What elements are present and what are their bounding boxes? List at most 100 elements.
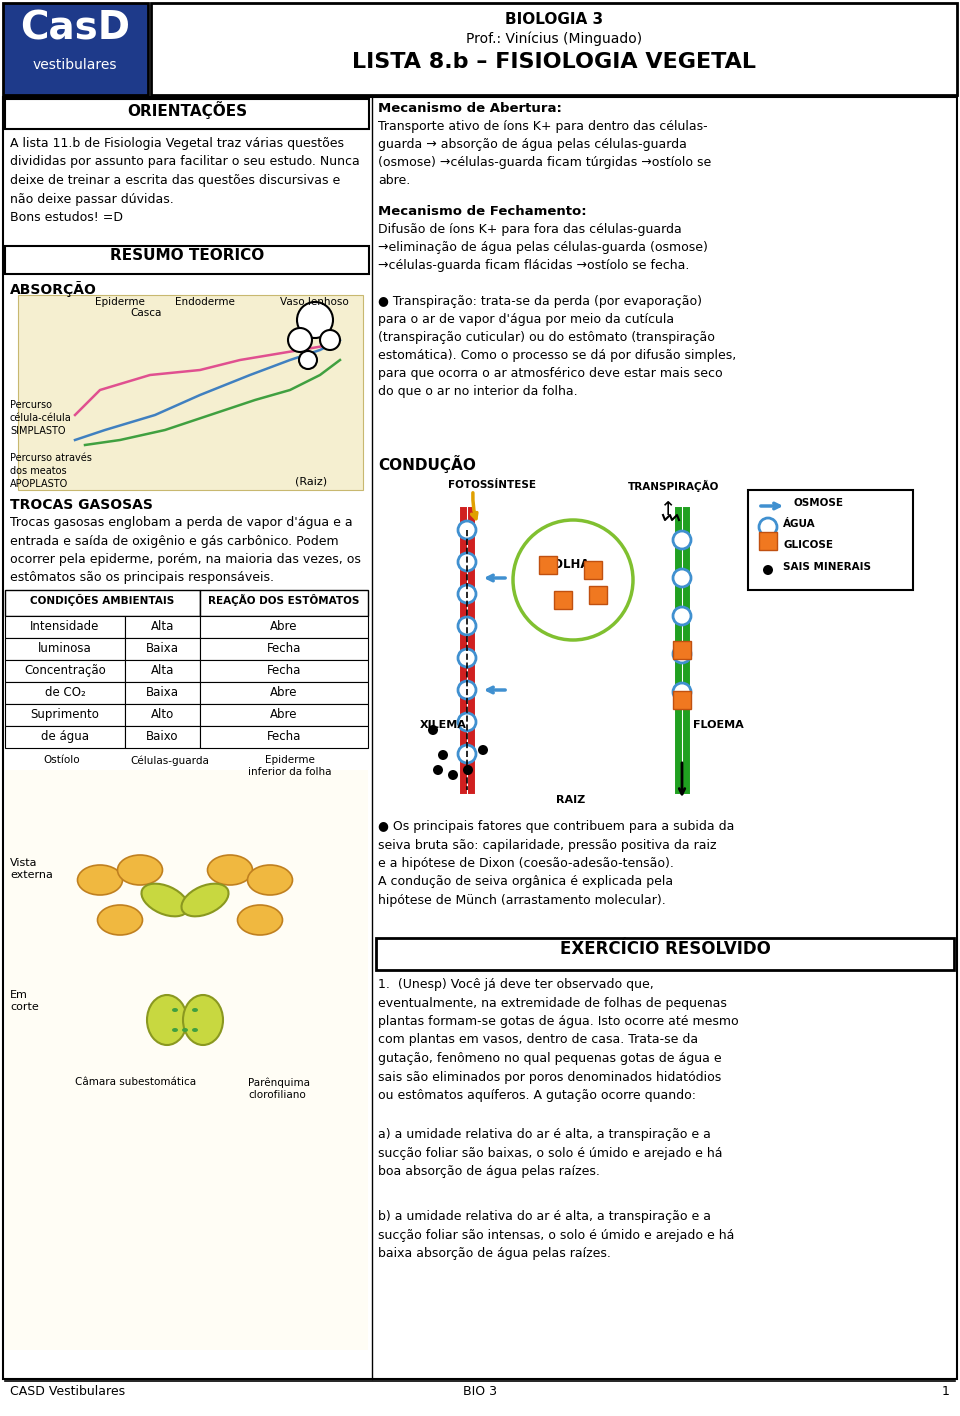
Circle shape [673, 569, 691, 588]
Text: Abre: Abre [271, 620, 298, 633]
Circle shape [428, 725, 438, 735]
Text: Transporte ativo de íons K+ para dentro das células-
guarda → absorção de água p: Transporte ativo de íons K+ para dentro … [378, 120, 711, 187]
Text: Baixa: Baixa [146, 641, 179, 656]
Bar [5, 616, 125, 639]
Text: OSMOSE: OSMOSE [793, 498, 843, 508]
Circle shape [458, 649, 476, 667]
Bar [5, 683, 125, 704]
Bar [125, 660, 200, 683]
Circle shape [299, 351, 317, 370]
Bar [200, 616, 368, 639]
Bar [5, 726, 125, 748]
Text: BIOLOGIA 3: BIOLOGIA 3 [505, 11, 603, 27]
Text: ● Transpiração: trata-se da perda (por evaporação)
para o ar de vapor d'água por: ● Transpiração: trata-se da perda (por e… [378, 295, 736, 398]
Ellipse shape [248, 865, 293, 895]
Text: TRANSPIRAÇÃO: TRANSPIRAÇÃO [628, 480, 719, 493]
Ellipse shape [117, 855, 162, 885]
Text: Alta: Alta [151, 664, 174, 677]
Text: FOLHA: FOLHA [546, 558, 590, 571]
Text: Concentração: Concentração [24, 664, 106, 677]
Text: Endoderme: Endoderme [175, 297, 235, 307]
Bar [200, 704, 368, 726]
Text: RAIZ: RAIZ [556, 794, 586, 806]
Bar [759, 532, 777, 549]
Circle shape [458, 617, 476, 634]
Text: Difusão de íons K+ para fora das células-guarda
→eliminação de água pelas célula: Difusão de íons K+ para fora das células… [378, 222, 708, 272]
Text: FOTOSSÍNTESE: FOTOSSÍNTESE [448, 480, 536, 490]
Text: Baixa: Baixa [146, 685, 179, 700]
Text: GLICOSE: GLICOSE [783, 539, 833, 549]
Circle shape [513, 520, 633, 640]
Bar [125, 704, 200, 726]
Bar [125, 683, 200, 704]
Text: Parênquima
clorofiliano: Parênquima clorofiliano [248, 1078, 310, 1100]
Bar [673, 641, 691, 658]
Circle shape [433, 765, 443, 775]
Bar [200, 726, 368, 748]
Text: a) a umidade relativa do ar é alta, a transpiração e a
sucção foliar são baixas,: a) a umidade relativa do ar é alta, a tr… [378, 1129, 723, 1178]
Circle shape [438, 750, 448, 760]
Ellipse shape [147, 995, 187, 1045]
Text: Percurso através
dos meatos
APOPLASTO: Percurso através dos meatos APOPLASTO [10, 453, 92, 489]
Bar [200, 639, 368, 660]
Text: Suprimento: Suprimento [31, 708, 100, 721]
Circle shape [763, 565, 773, 575]
Ellipse shape [192, 1028, 198, 1032]
Circle shape [288, 329, 312, 353]
Bar [589, 586, 607, 605]
Bar [18, 295, 363, 490]
Text: Abre: Abre [271, 685, 298, 700]
Text: Vista
externa: Vista externa [10, 858, 53, 881]
Text: Mecanismo de Fechamento:: Mecanismo de Fechamento: [378, 205, 587, 218]
Circle shape [673, 531, 691, 549]
Circle shape [673, 683, 691, 701]
Text: Epiderme: Epiderme [95, 297, 145, 307]
Text: Trocas gasosas englobam a perda de vapor d'água e a
entrada e saída de oxigênio : Trocas gasosas englobam a perda de vapor… [10, 515, 361, 585]
Ellipse shape [78, 865, 123, 895]
Bar [5, 99, 369, 129]
Ellipse shape [98, 905, 142, 935]
Text: Fecha: Fecha [267, 731, 301, 743]
Text: luminosa: luminosa [38, 641, 92, 656]
Text: de CO₂: de CO₂ [44, 685, 85, 700]
Circle shape [759, 518, 777, 537]
Text: FLOEMA: FLOEMA [693, 719, 744, 731]
Text: SAIS MINERAIS: SAIS MINERAIS [783, 562, 871, 572]
Text: Alta: Alta [151, 620, 174, 633]
Bar [125, 639, 200, 660]
Text: Alto: Alto [151, 708, 174, 721]
Bar [5, 770, 368, 1349]
Ellipse shape [237, 905, 282, 935]
Text: Células-guarda: Células-guarda [131, 755, 209, 766]
Text: Em
corte: Em corte [10, 990, 38, 1012]
Ellipse shape [172, 1028, 178, 1032]
Ellipse shape [183, 995, 223, 1045]
Circle shape [320, 330, 340, 350]
Ellipse shape [181, 884, 228, 916]
Ellipse shape [192, 1008, 198, 1012]
Bar [584, 561, 602, 579]
Bar [125, 726, 200, 748]
Text: CASD Vestibulares: CASD Vestibulares [10, 1385, 125, 1398]
Bar [200, 683, 368, 704]
Ellipse shape [172, 1008, 178, 1012]
Circle shape [673, 607, 691, 624]
Bar [376, 937, 954, 970]
Circle shape [463, 765, 473, 775]
Bar [5, 246, 369, 275]
Circle shape [458, 714, 476, 731]
Bar [5, 660, 125, 683]
Text: Vaso lenhoso: Vaso lenhoso [280, 297, 348, 307]
Bar [673, 691, 691, 709]
Bar [151, 3, 957, 95]
Text: Câmara subestomática: Câmara subestomática [75, 1078, 196, 1087]
Bar [539, 556, 557, 573]
Text: b) a umidade relativa do ar é alta, a transpiração e a
sucção foliar são intensa: b) a umidade relativa do ar é alta, a tr… [378, 1211, 734, 1260]
Circle shape [458, 681, 476, 700]
Text: ORIENTAÇÕES: ORIENTAÇÕES [127, 101, 247, 119]
Bar [200, 660, 368, 683]
Text: Ostíolo: Ostíolo [44, 755, 81, 765]
Text: Baixo: Baixo [146, 731, 179, 743]
Bar [3, 3, 148, 95]
Circle shape [458, 745, 476, 763]
